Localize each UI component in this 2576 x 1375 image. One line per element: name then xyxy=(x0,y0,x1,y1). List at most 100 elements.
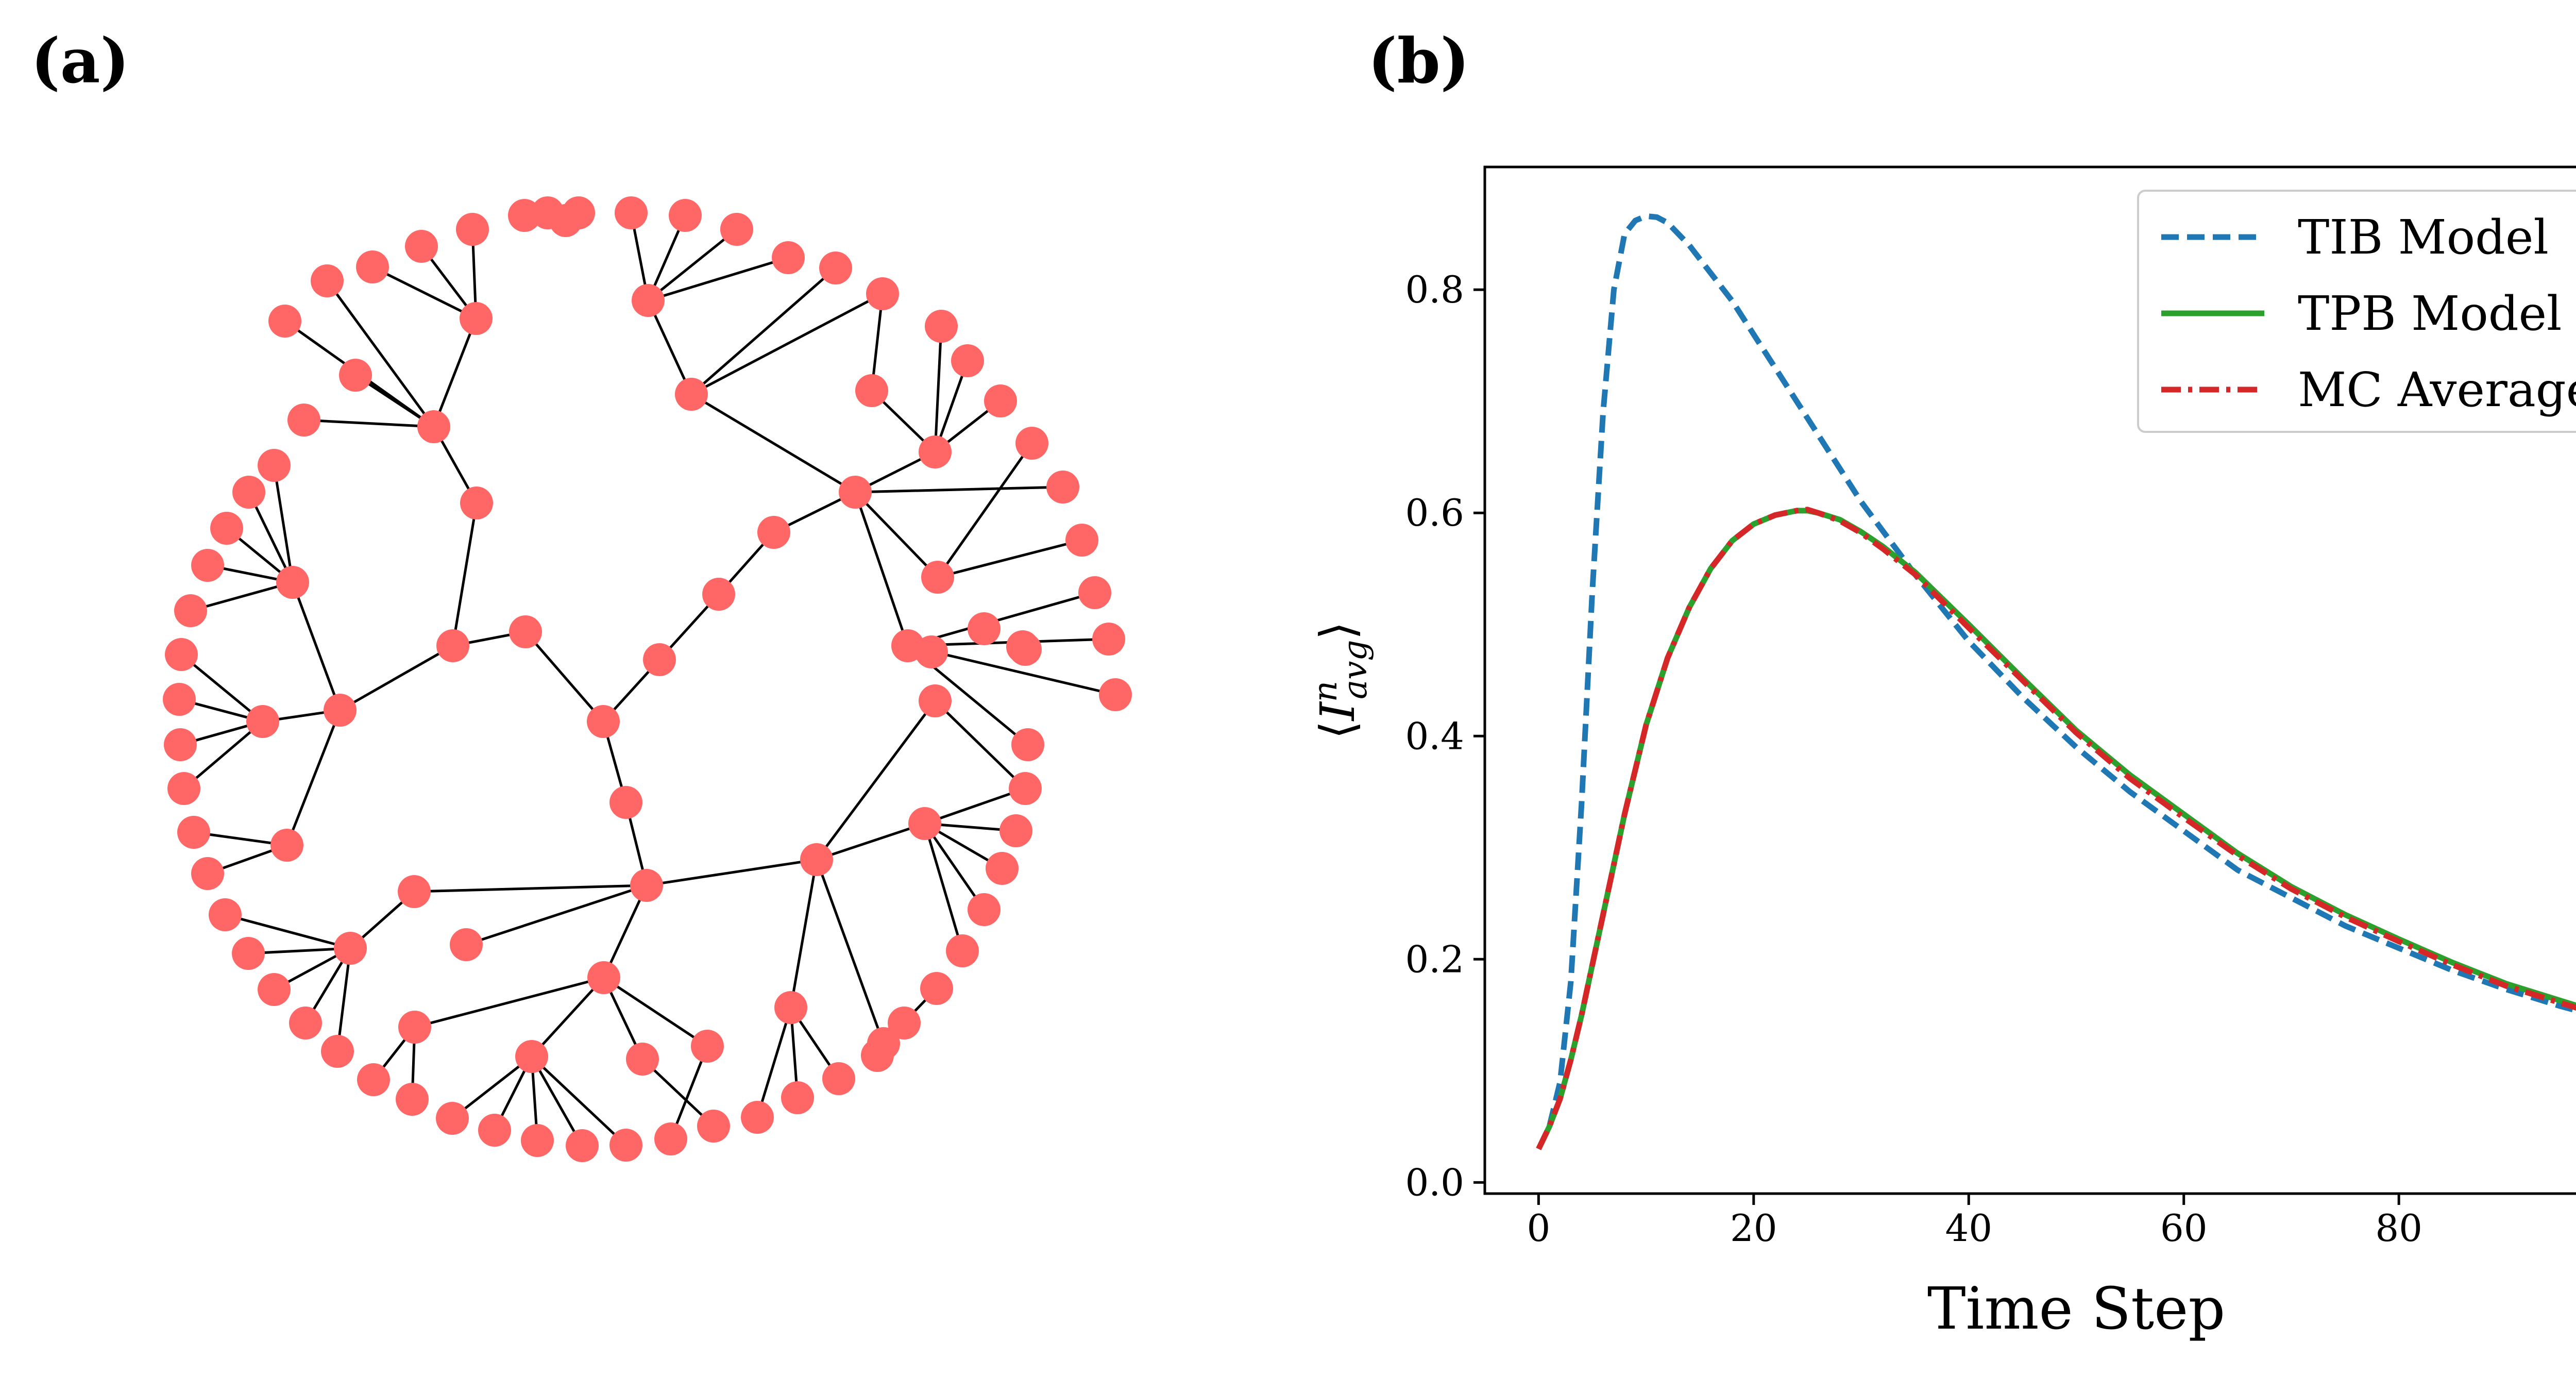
tree-edge xyxy=(907,591,1095,647)
series-line xyxy=(1536,508,2576,1150)
tree-edge xyxy=(180,653,264,723)
y-tick-label: 0.0 xyxy=(1405,1161,1464,1204)
x-tick-label: 0 xyxy=(1527,1206,1550,1250)
tree-node xyxy=(521,1124,554,1157)
tree-node xyxy=(691,1030,724,1063)
tree-node xyxy=(819,251,852,284)
tree-node xyxy=(741,1101,774,1134)
tree-edge xyxy=(647,228,738,301)
tree-node xyxy=(888,1007,921,1039)
tree-edge xyxy=(648,256,789,302)
tree-edge xyxy=(690,267,837,395)
tree-node xyxy=(720,213,753,246)
tree-node xyxy=(417,410,450,443)
tree-edge xyxy=(531,977,605,1058)
tree-edge xyxy=(248,947,351,955)
tree-node xyxy=(357,1063,390,1096)
tree-edge xyxy=(326,280,435,428)
tree-edge xyxy=(339,644,454,712)
tree-edge xyxy=(934,700,1026,790)
tree-node xyxy=(921,561,954,594)
tree-node xyxy=(398,1011,431,1044)
tree-edge xyxy=(371,265,477,320)
tree-node xyxy=(232,476,265,509)
legend-label: MC Average xyxy=(2298,362,2576,417)
tree-edge xyxy=(602,884,648,979)
tree-node xyxy=(915,635,948,668)
tree-node xyxy=(632,284,665,317)
legend: TIB Model TPB Model MC Average xyxy=(2137,190,2576,433)
tree-node xyxy=(643,643,676,676)
tree-edge xyxy=(854,491,939,578)
tree-node xyxy=(587,961,620,994)
tree-node xyxy=(311,264,344,297)
y-axis-label-main: I xyxy=(1310,701,1365,722)
tree-edge xyxy=(669,1046,709,1139)
tree-node xyxy=(334,932,367,965)
tree-node xyxy=(1011,728,1044,761)
tree-node xyxy=(626,1043,659,1076)
y-tick-label: 0.2 xyxy=(1405,937,1464,981)
tree-node xyxy=(246,705,279,738)
tree-node xyxy=(1009,772,1042,805)
tree-node xyxy=(460,302,493,335)
tree-node xyxy=(986,852,1019,885)
tree-node xyxy=(654,1122,687,1155)
line-chart: 020406080100 0.00.20.40.60.8 Time Step ⟨… xyxy=(1307,165,2576,1343)
y-axis-label-sup: n xyxy=(1307,681,1345,702)
tree-edge xyxy=(273,465,294,583)
x-axis-label: Time Step xyxy=(1927,1276,2225,1343)
tree-node xyxy=(757,516,790,549)
tree-node xyxy=(951,344,984,377)
tree-edge xyxy=(603,976,708,1048)
tree-edge xyxy=(183,720,264,790)
tree-node xyxy=(968,612,1001,645)
tree-edge xyxy=(414,976,604,1029)
tree-node xyxy=(800,843,833,876)
tree-node xyxy=(702,578,735,611)
tree-node xyxy=(630,869,663,902)
tree-node xyxy=(609,1129,642,1162)
tree-node xyxy=(509,615,542,648)
tree-node xyxy=(478,1114,511,1147)
tree-node xyxy=(1009,633,1042,666)
tree-edge xyxy=(934,326,943,452)
tree-node xyxy=(861,1039,894,1072)
tree-node xyxy=(822,1062,855,1095)
tree-node xyxy=(675,378,708,411)
tree-edge xyxy=(336,948,352,1052)
tree-node xyxy=(1092,623,1125,656)
tree-node xyxy=(697,1110,730,1143)
panel-a-label: (a) xyxy=(31,25,129,97)
tree-edge xyxy=(923,823,986,911)
tree-node xyxy=(839,476,872,509)
tree-node xyxy=(258,449,291,482)
tree-edge xyxy=(190,581,293,612)
tree-node xyxy=(209,898,242,931)
y-axis-ticks: 0.0 0.2 0.4 0.6 0.8 xyxy=(1405,268,1485,1204)
x-tick-label: 40 xyxy=(1945,1206,1992,1250)
tree-node xyxy=(946,934,979,967)
legend-label: TPB Model xyxy=(2298,286,2562,341)
tree-node xyxy=(1065,524,1098,557)
panel-b-label: (b) xyxy=(1368,25,1469,97)
tree-node xyxy=(587,705,620,738)
tree-edge xyxy=(855,485,1063,494)
tree-edge xyxy=(854,492,909,646)
tree-node xyxy=(210,512,243,545)
tree-node xyxy=(450,928,483,961)
tree-node xyxy=(925,310,958,343)
tree-edge xyxy=(647,299,693,395)
y-tick-label: 0.8 xyxy=(1405,268,1464,311)
tree-node xyxy=(456,213,489,246)
tree-edge xyxy=(923,823,964,951)
tree-node xyxy=(615,196,648,229)
tree-edge xyxy=(924,787,1026,825)
tree-node xyxy=(920,972,953,1005)
tree-node xyxy=(191,549,224,582)
tree-edge xyxy=(303,418,434,428)
legend-box xyxy=(2137,190,2576,433)
tree-edge xyxy=(285,710,342,846)
tree-nodes xyxy=(163,196,1132,1162)
tree-node xyxy=(163,683,196,716)
